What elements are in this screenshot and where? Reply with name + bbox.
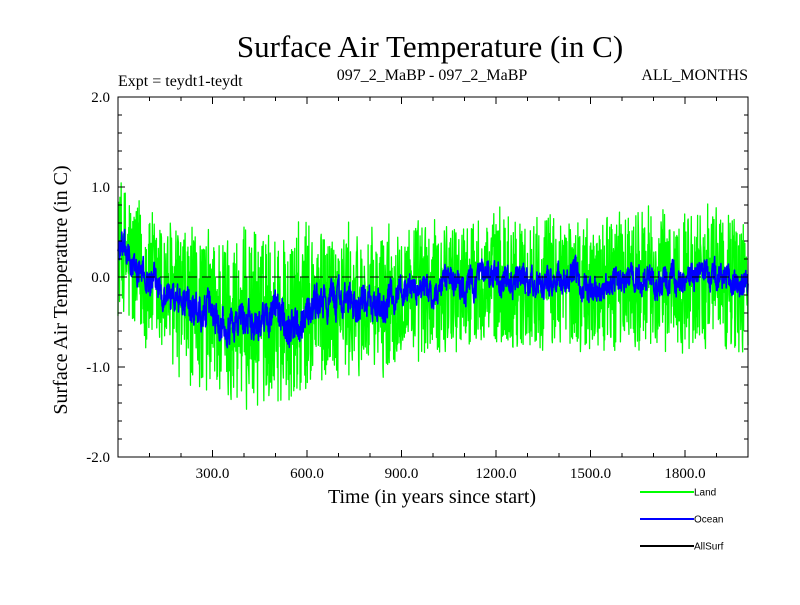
- subtitle-period: 097_2_MaBP - 097_2_MaBP: [337, 67, 528, 84]
- x-tick-label: 300.0: [196, 466, 230, 482]
- x-tick-label: 1200.0: [475, 466, 516, 482]
- x-tick-label: 900.0: [385, 466, 419, 482]
- x-tick-label: 600.0: [290, 466, 324, 482]
- legend: Land Ocean AllSurf: [640, 488, 724, 553]
- x-axis-label: Time (in years since start): [328, 486, 536, 508]
- y-tick-label: -2.0: [86, 450, 110, 466]
- subtitle-months: ALL_MONTHS: [641, 67, 748, 84]
- series-line-ocean: [117, 228, 749, 349]
- axis-layer: -2.0 -1.0 0.0 1.0 2.0 300.0 600.0 900.0 1200.0 15…: [86, 90, 748, 482]
- series-layer: [117, 182, 749, 410]
- legend-label-ocean: Ocean: [694, 515, 723, 526]
- y-axis-label: Surface Air Temperature (in C): [50, 165, 72, 414]
- y-tick-label: 0.0: [91, 270, 110, 286]
- subtitle-experiment: Expt = teydt1-teydt: [118, 73, 243, 90]
- x-tick-label: 1500.0: [570, 466, 611, 482]
- legend-label-allsurf: AllSurf: [694, 542, 724, 553]
- x-tick-label: 1800.0: [664, 466, 705, 482]
- y-tick-label: 1.0: [91, 180, 110, 196]
- series-line-land: [117, 182, 749, 410]
- legend-label-land: Land: [694, 488, 716, 499]
- y-tick-label: -1.0: [86, 360, 110, 376]
- chart-title: Surface Air Temperature (in C): [237, 29, 623, 64]
- y-tick-label: 2.0: [91, 90, 110, 106]
